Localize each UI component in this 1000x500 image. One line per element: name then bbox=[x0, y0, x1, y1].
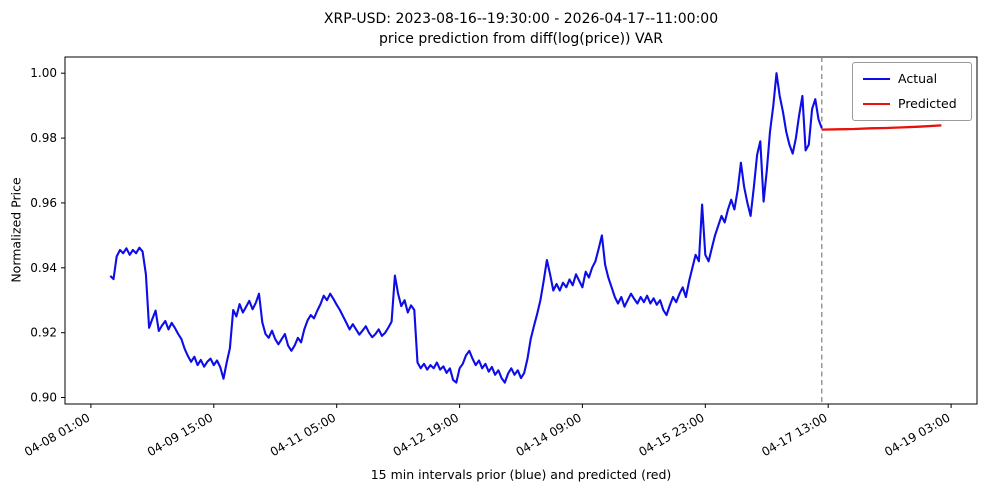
svg-text:04-15 23:00: 04-15 23:00 bbox=[636, 410, 706, 459]
legend: Actual Predicted bbox=[852, 62, 972, 121]
chart-title-line2: price prediction from diff(log(price)) V… bbox=[379, 31, 663, 48]
legend-label-predicted: Predicted bbox=[898, 96, 957, 111]
chart-title: XRP-USD: 2023-08-16--19:30:00 - 2026-04-… bbox=[65, 9, 977, 50]
svg-text:0.92: 0.92 bbox=[30, 326, 57, 340]
legend-label-actual: Actual bbox=[898, 71, 938, 86]
svg-text:1.00: 1.00 bbox=[30, 66, 57, 80]
svg-text:04-19 03:00: 04-19 03:00 bbox=[882, 410, 952, 459]
axes-box bbox=[64, 56, 978, 405]
svg-text:04-17 13:00: 04-17 13:00 bbox=[759, 410, 829, 459]
svg-text:0.94: 0.94 bbox=[30, 261, 57, 275]
svg-text:04-11 05:00: 04-11 05:00 bbox=[268, 410, 338, 459]
y-axis-ticks: 0.90 0.92 0.94 0.96 0.98 1.00 bbox=[30, 66, 65, 405]
actual-line-swatch bbox=[863, 77, 890, 80]
svg-text:04-14 09:00: 04-14 09:00 bbox=[513, 410, 583, 459]
predicted-series-line bbox=[821, 124, 942, 131]
predicted-line-swatch bbox=[863, 102, 890, 105]
svg-text:0.96: 0.96 bbox=[30, 196, 57, 210]
actual-series-line bbox=[109, 72, 823, 384]
legend-item-predicted: Predicted bbox=[863, 96, 957, 111]
svg-text:0.98: 0.98 bbox=[30, 131, 57, 145]
svg-text:0.90: 0.90 bbox=[30, 391, 57, 405]
svg-text:04-12 19:00: 04-12 19:00 bbox=[391, 410, 461, 459]
legend-item-actual: Actual bbox=[863, 71, 957, 86]
svg-text:04-09 15:00: 04-09 15:00 bbox=[145, 410, 215, 459]
x-axis-ticks: 04-08 01:00 04-09 15:00 04-11 05:00 04-12 1… bbox=[22, 404, 953, 459]
x-axis-label: 15 min intervals prior (blue) and predic… bbox=[370, 467, 672, 482]
svg-text:04-08 01:00: 04-08 01:00 bbox=[22, 410, 92, 459]
chart-title-line1: XRP-USD: 2023-08-16--19:30:00 - 2026-04-… bbox=[323, 11, 719, 27]
